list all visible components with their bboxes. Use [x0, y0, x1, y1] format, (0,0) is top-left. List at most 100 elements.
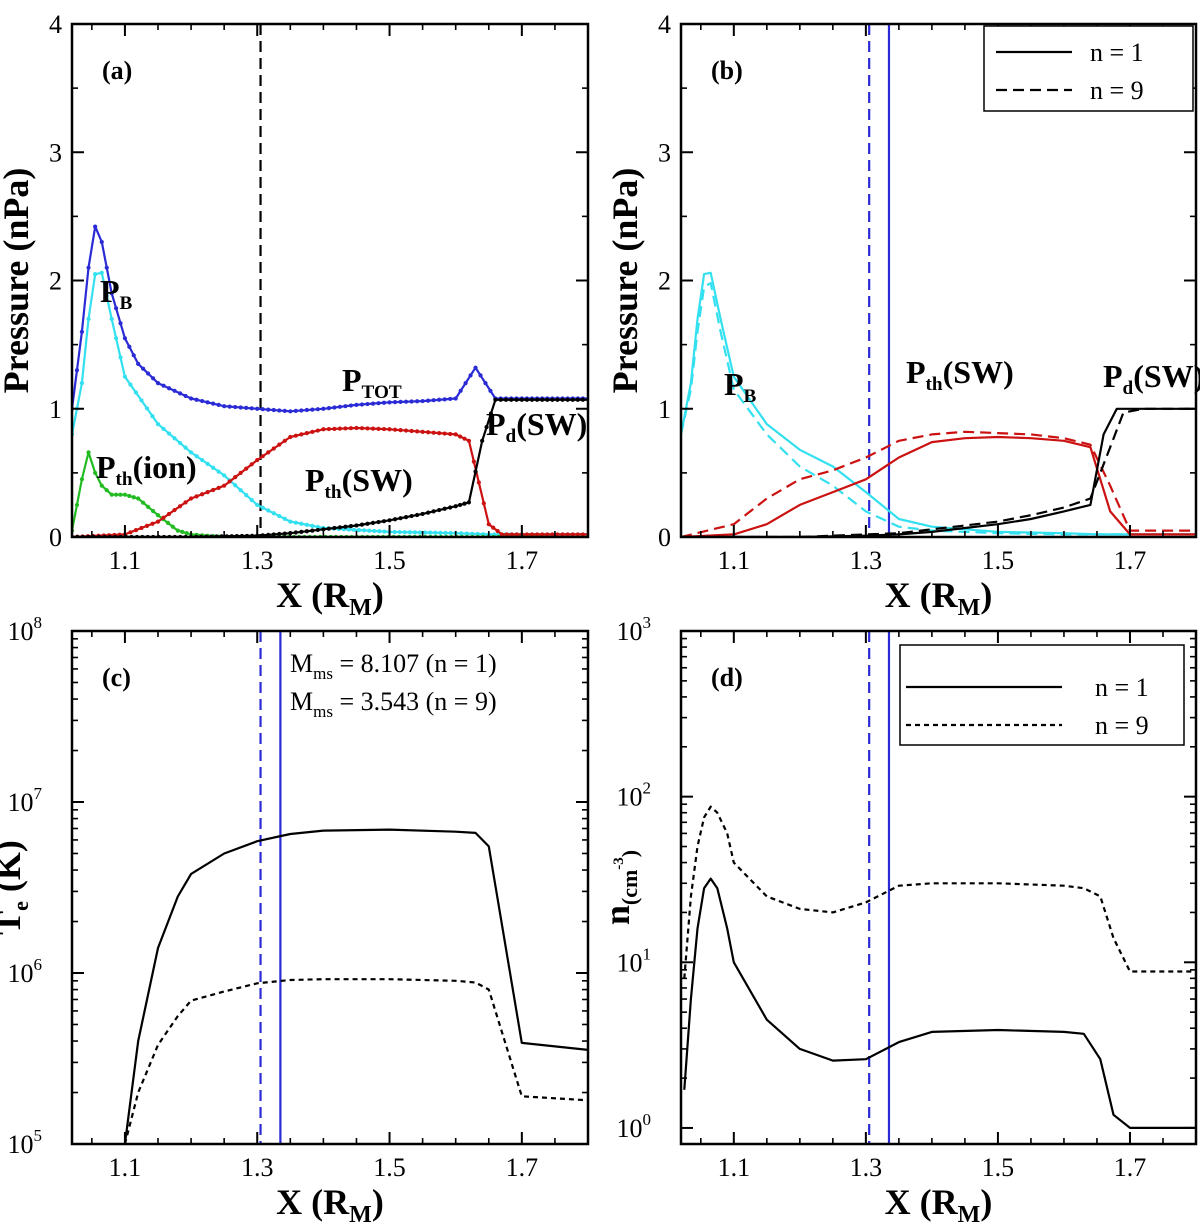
series-point-3: [495, 528, 500, 534]
series-point-3: [310, 429, 315, 434]
series-point-3: [227, 479, 232, 484]
panel-label: (b): [711, 56, 743, 85]
series-point-2: [114, 492, 119, 497]
series-point-3: [205, 490, 210, 495]
annotation-2-main: P: [1103, 358, 1123, 394]
series-point-3: [529, 532, 535, 537]
series-point-4: [575, 397, 580, 402]
series-line-0: [683, 877, 1196, 1130]
series-point-0: [468, 373, 473, 378]
x-tick-label: 1.5: [373, 1153, 406, 1182]
series-point-3: [466, 438, 472, 443]
series-point-0: [483, 381, 488, 386]
x-tick-label: 1.5: [982, 1153, 1015, 1182]
series-point-0: [442, 397, 447, 402]
series-point-2: [180, 529, 185, 534]
y-axis-label-tail: ): [617, 850, 642, 857]
series-point-1: [118, 355, 123, 360]
series-point-3: [409, 428, 414, 434]
series-point-0: [93, 224, 98, 229]
legend-label-1: n = 9: [1095, 711, 1149, 740]
series-point-0: [222, 404, 227, 409]
annotation-2-sub: d: [1123, 378, 1134, 399]
series-point-3: [376, 426, 381, 431]
series-point-3: [326, 426, 331, 432]
series-point-2: [122, 492, 128, 497]
series-point-1: [443, 530, 448, 536]
series-point-4: [370, 520, 376, 525]
mach-text-value: = 3.543 (n = 9): [333, 687, 497, 716]
series-point-0: [343, 404, 348, 409]
series-point-3: [172, 507, 177, 513]
annotation-1-main: P: [906, 354, 926, 390]
series-point-1: [205, 461, 210, 466]
series-point-0: [172, 388, 177, 393]
series-point-1: [470, 531, 475, 536]
series-point-4: [299, 529, 304, 534]
series-point-3: [200, 492, 205, 497]
series-point-3: [514, 532, 519, 537]
series-point-0: [109, 291, 114, 296]
x-axis-label-sub: M: [958, 595, 981, 621]
series-point-4: [321, 527, 326, 532]
series-group: [683, 805, 1196, 1130]
series-point-1: [392, 529, 397, 535]
series-point-0: [478, 373, 483, 378]
series-point-0: [79, 329, 85, 334]
series-line-5: [681, 407, 1196, 537]
x-tick-label: 1.5: [982, 546, 1015, 575]
series-point-3: [288, 434, 293, 440]
series-point-3: [365, 426, 370, 431]
series-point-3: [233, 475, 238, 480]
series-point-0: [332, 405, 337, 410]
y-tick-mantissa: 10: [617, 617, 643, 646]
series-point-0: [420, 398, 425, 404]
series-point-0: [473, 365, 478, 370]
series-point-3: [499, 532, 505, 537]
series-point-1: [109, 316, 114, 322]
series-point-2: [175, 528, 180, 533]
y-tick-exponent: 3: [643, 613, 652, 632]
series-point-1: [222, 473, 227, 478]
x-axis-label-main: X (R: [276, 575, 350, 615]
series-point-4: [529, 397, 535, 402]
series-point-1: [183, 445, 188, 450]
series-point-4: [580, 397, 586, 402]
x-tick-label: 1.1: [718, 1153, 751, 1182]
y-tick-exponent: 1: [643, 944, 652, 963]
series-point-3: [337, 426, 343, 431]
annotation-1-sub: th: [926, 374, 943, 395]
series-point-3: [453, 432, 458, 437]
x-tick-label: 1.3: [241, 1153, 274, 1182]
y-tick-mantissa: 10: [617, 783, 643, 812]
series-point-3: [431, 430, 436, 435]
x-axis-label: X (RM): [885, 575, 993, 621]
series-point-3: [550, 532, 555, 537]
series-point-1: [216, 469, 221, 474]
plot-frame: [679, 629, 1198, 1146]
series-line-0: [681, 271, 1196, 536]
y-tick-label: 1: [49, 395, 62, 424]
series-point-3: [462, 436, 467, 441]
y-tick-mantissa: 10: [8, 1130, 34, 1159]
series-point-1: [304, 522, 309, 527]
series-point-0: [205, 400, 210, 405]
series-point-0: [426, 398, 431, 403]
annotation-2-tail: (SW): [1133, 358, 1200, 394]
x-axis-label-sub: M: [349, 595, 372, 621]
series-point-3: [491, 525, 496, 530]
series-point-1: [139, 398, 144, 403]
series-point-4: [540, 397, 545, 402]
series-point-0: [145, 371, 151, 376]
legend-label-0: n = 1: [1090, 38, 1144, 67]
series-point-0: [188, 396, 194, 401]
series-point-2: [150, 508, 156, 514]
series-point-4: [509, 397, 514, 402]
series-point-3: [321, 427, 326, 432]
series-point-0: [453, 396, 458, 401]
series-point-3: [299, 432, 304, 437]
series-point-0: [409, 399, 414, 404]
series-line-0: [123, 828, 588, 1144]
series-point-4: [473, 469, 478, 474]
